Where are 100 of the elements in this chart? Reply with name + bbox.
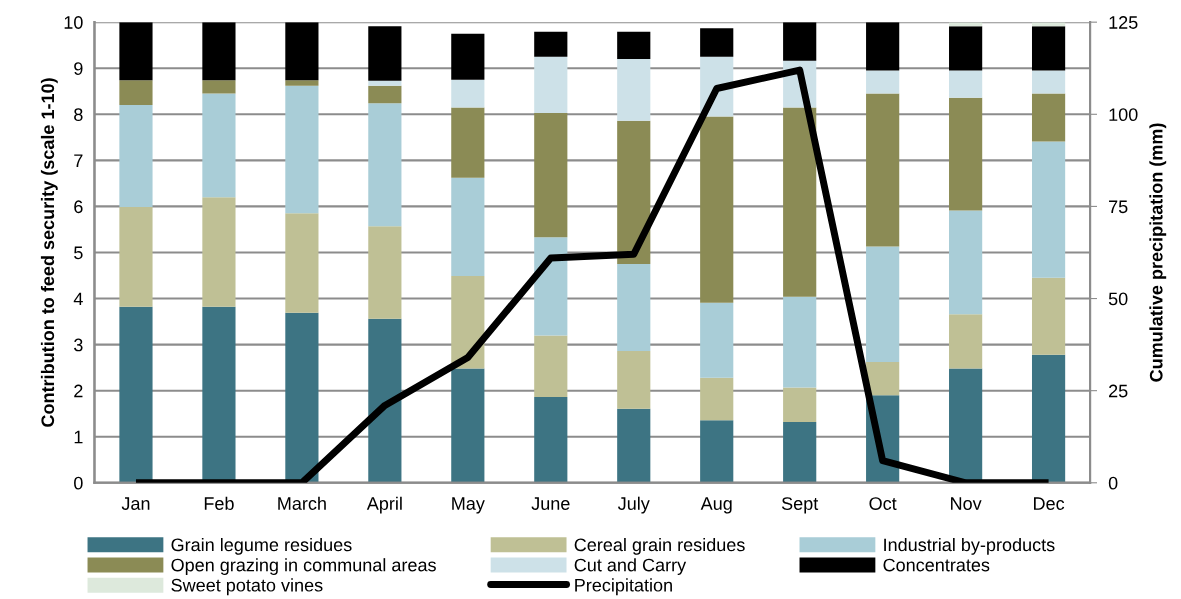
x-tick-label: June	[531, 497, 570, 510]
x-tick-label: Oct	[869, 497, 897, 510]
bar	[700, 420, 734, 483]
bar	[534, 237, 568, 336]
bar	[285, 80, 319, 86]
y-tick-label: 1	[74, 430, 83, 444]
bar	[1031, 141, 1066, 278]
bar	[202, 22, 236, 81]
legend-label: Grain legume residues	[171, 537, 352, 555]
bar	[119, 80, 153, 106]
bar	[285, 22, 319, 81]
legend-label: Cereal grain residues	[574, 537, 745, 555]
y-tick-label: 5	[74, 246, 83, 260]
bar	[617, 351, 651, 409]
y2-axis-title: Cumulative precipitation (mm)	[1149, 123, 1167, 382]
y-tick-label: 8	[74, 108, 83, 122]
legend-label: Industrial by-products	[884, 537, 1055, 555]
bar	[534, 112, 568, 238]
bar	[285, 213, 319, 313]
y-axis-title: Contribution to feed security (scale 1-10)	[40, 78, 58, 427]
y2-tick-label: 50	[1108, 292, 1128, 306]
bar	[949, 70, 983, 98]
legend-label: Cut and Carry	[574, 558, 687, 575]
x-tick-label: Dec	[1034, 497, 1065, 510]
x-tick-label: Jan	[121, 497, 150, 510]
y-tick-label: 7	[74, 154, 83, 167]
legend-label: Precipitation	[575, 578, 672, 596]
bar	[783, 296, 817, 388]
y-tick-label: 9	[74, 62, 83, 75]
bar	[949, 314, 983, 369]
bar	[368, 103, 402, 227]
legend-label: Open grazing in communal areas	[171, 558, 436, 575]
bar	[866, 22, 900, 71]
bar	[617, 59, 651, 121]
bar	[1031, 70, 1066, 94]
bar	[1031, 277, 1066, 355]
bar	[617, 408, 651, 483]
bar	[783, 22, 817, 61]
bar	[202, 197, 236, 307]
x-tick-label: Nov	[951, 497, 982, 510]
bar	[119, 306, 153, 483]
bar	[368, 318, 402, 483]
y-tick-label: 6	[74, 200, 83, 214]
bar	[700, 28, 734, 57]
x-tick-label: Feb	[204, 496, 234, 510]
bar	[534, 335, 568, 398]
x-tick-label: April	[366, 496, 402, 514]
x-tick-label: March	[278, 496, 326, 510]
x-tick-label: Sept	[781, 497, 819, 514]
bar	[119, 206, 153, 307]
y2-tick-label: 0	[1108, 476, 1118, 490]
x-tick-label: July	[617, 496, 650, 514]
bar	[368, 26, 402, 81]
bar	[866, 362, 900, 396]
bar	[617, 263, 651, 352]
bar	[285, 312, 319, 483]
y-tick-label: 0	[74, 476, 83, 490]
y2-tick-label: 125	[1109, 16, 1138, 29]
bar	[783, 107, 817, 297]
x-tick-label: Aug	[700, 497, 732, 514]
bar	[866, 246, 900, 363]
bar	[949, 26, 983, 71]
y-tick-label: 2	[74, 384, 83, 398]
bar	[451, 275, 485, 369]
y2-tick-label: 25	[1109, 384, 1128, 398]
y-tick-label: 10	[64, 16, 83, 29]
bar	[119, 22, 153, 81]
legend-label: Sweet potato vines	[171, 578, 323, 596]
bar	[451, 107, 485, 178]
y-tick-label: 4	[73, 292, 83, 306]
y2-tick-label: 100	[1109, 108, 1138, 122]
bar	[451, 368, 485, 483]
bar	[617, 31, 651, 60]
bar	[368, 85, 402, 104]
legend-label: Concentrates	[883, 558, 990, 572]
bar	[1031, 354, 1066, 483]
bar	[451, 33, 485, 80]
x-tick-label: May	[452, 497, 485, 514]
bar	[949, 97, 983, 211]
bar	[783, 387, 817, 422]
bar	[202, 93, 236, 198]
bar	[949, 210, 983, 315]
y-tick-label: 3	[74, 338, 83, 352]
bar	[451, 79, 485, 108]
bar	[700, 116, 734, 303]
bar	[1031, 93, 1066, 142]
bar	[119, 105, 153, 207]
bar	[451, 177, 485, 276]
bar	[368, 80, 402, 86]
bar	[202, 80, 236, 94]
bar	[617, 120, 651, 264]
bar	[783, 421, 817, 483]
bar	[700, 377, 734, 421]
bar	[534, 56, 568, 113]
bar	[368, 226, 402, 319]
bar	[534, 31, 568, 57]
bar	[534, 397, 568, 483]
bar	[285, 85, 319, 214]
y2-tick-label: 75	[1109, 200, 1128, 214]
bar	[1031, 26, 1066, 71]
